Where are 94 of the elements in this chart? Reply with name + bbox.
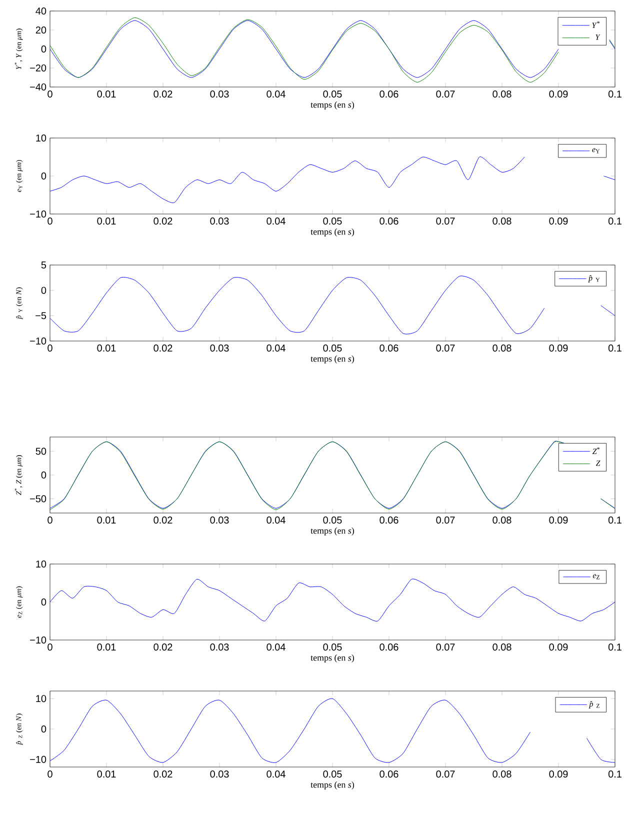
- y-tick-label: −10: [30, 210, 46, 218]
- x-tick-label: 0.01: [97, 344, 116, 352]
- y-tick-label: 5: [41, 262, 46, 268]
- x-tick-label: 0.04: [266, 770, 286, 778]
- x-tick-label: 0: [48, 770, 52, 778]
- x-tick-label: 0.08: [492, 770, 512, 778]
- x-tick-label: 0.09: [549, 344, 568, 352]
- x-tick-label: 0.05: [323, 90, 342, 98]
- x-tick-label: 0.04: [266, 644, 286, 651]
- x-axis-title: temps (en s): [310, 654, 354, 663]
- x-tick-label: 0.1: [608, 90, 622, 98]
- x-tick-label: 0.02: [154, 90, 172, 98]
- y-tick-label: −10: [30, 636, 46, 644]
- x-tick-label: 0.02: [154, 218, 172, 225]
- x-tick-label: 0.04: [266, 90, 286, 98]
- x-tick-label: 0.1: [608, 344, 622, 352]
- x-tick-label: 0.05: [323, 218, 342, 225]
- x-tick-label: 0.08: [492, 90, 512, 98]
- x-tick-label: 0.05: [323, 770, 342, 778]
- x-tick-label: 0.09: [549, 218, 568, 225]
- x-axis-title: temps (en s): [310, 355, 354, 364]
- x-tick-label: 0.03: [210, 218, 229, 225]
- x-tick-label: 0.07: [436, 218, 455, 225]
- x-tick-label: 0.03: [210, 344, 229, 352]
- x-tick-label: 0.02: [154, 770, 172, 778]
- y-tick-label: 0: [41, 45, 46, 53]
- y-tick-label: 10: [36, 134, 46, 142]
- x-tick-label: 0: [48, 344, 52, 352]
- x-tick-label: 0.05: [323, 644, 342, 651]
- x-axis-title: temps (en s): [310, 781, 354, 790]
- x-tick-label: 0: [48, 218, 52, 225]
- x-tick-label: 0.08: [492, 344, 512, 352]
- x-tick-label: 0.03: [210, 516, 229, 524]
- x-tick-label: 0.01: [97, 90, 116, 98]
- y-tick-label: 10: [36, 560, 46, 568]
- x-tick-label: 0.1: [608, 644, 622, 651]
- x-tick-label: 0.03: [210, 90, 229, 98]
- y-tick-label: 50: [36, 448, 46, 455]
- x-tick-label: 0.03: [210, 644, 229, 651]
- x-tick-label: 0.04: [266, 516, 286, 524]
- y-tick-label: 10: [36, 695, 46, 702]
- y-tick-label: 40: [36, 7, 46, 15]
- x-tick-label: 0.07: [436, 344, 455, 352]
- y-tick-label: −10: [30, 337, 46, 345]
- x-tick-label: 0.08: [492, 644, 512, 651]
- x-tick-label: 0.02: [154, 516, 172, 524]
- x-axis-title: temps (en s): [310, 228, 354, 237]
- x-tick-label: 0.09: [549, 770, 568, 778]
- x-tick-label: 0.09: [549, 644, 568, 651]
- x-tick-label: 0.1: [608, 770, 622, 778]
- x-tick-label: 0.07: [436, 90, 455, 98]
- y-tick-label: −50: [30, 495, 46, 502]
- x-tick-label: 0.02: [154, 344, 172, 352]
- x-tick-label: 0.04: [266, 344, 286, 352]
- x-tick-label: 0.07: [436, 516, 455, 524]
- y-tick-label: −40: [30, 83, 46, 91]
- x-tick-label: 0.06: [380, 90, 398, 98]
- x-tick-label: 0.03: [210, 770, 229, 778]
- x-tick-label: 0.02: [154, 644, 172, 651]
- x-tick-label: 0.05: [323, 344, 342, 352]
- y-tick-label: 0: [41, 598, 46, 606]
- x-tick-label: 0.07: [436, 644, 455, 651]
- x-tick-label: 0.01: [97, 644, 116, 651]
- x-tick-label: 0.1: [608, 516, 622, 524]
- x-tick-label: 0.08: [492, 218, 512, 225]
- x-tick-label: 0.06: [380, 644, 398, 651]
- x-tick-label: 0.07: [436, 770, 455, 778]
- y-tick-label: −5: [35, 312, 46, 320]
- y-tick-label: −10: [30, 756, 46, 763]
- x-tick-label: 0.08: [492, 516, 512, 524]
- x-tick-label: 0.1: [608, 218, 622, 225]
- y-tick-label: 0: [41, 471, 46, 479]
- x-axis-title: temps (en s): [310, 101, 354, 110]
- x-tick-label: 0.01: [97, 516, 116, 524]
- y-tick-label: 20: [36, 26, 46, 34]
- y-tick-label: 0: [41, 725, 46, 733]
- y-tick-label: 0: [41, 286, 46, 294]
- x-axis-title: temps (en s): [310, 527, 354, 536]
- x-tick-label: 0.04: [266, 218, 286, 225]
- x-tick-label: 0.09: [549, 516, 568, 524]
- x-tick-label: 0.01: [97, 770, 116, 778]
- x-tick-label: 0: [48, 90, 52, 98]
- x-tick-label: 0.05: [323, 516, 342, 524]
- y-tick-label: 0: [41, 172, 46, 180]
- line-series: [50, 578, 615, 622]
- x-tick-label: 0.06: [380, 344, 398, 352]
- x-tick-label: 0.06: [380, 218, 398, 225]
- x-tick-label: 0.01: [97, 218, 116, 225]
- x-tick-label: 0.09: [549, 90, 568, 98]
- x-tick-label: 0: [48, 516, 52, 524]
- x-tick-label: 0: [48, 644, 52, 651]
- y-tick-label: −20: [30, 64, 46, 72]
- x-tick-label: 0.06: [380, 516, 398, 524]
- x-tick-label: 0.06: [380, 770, 398, 778]
